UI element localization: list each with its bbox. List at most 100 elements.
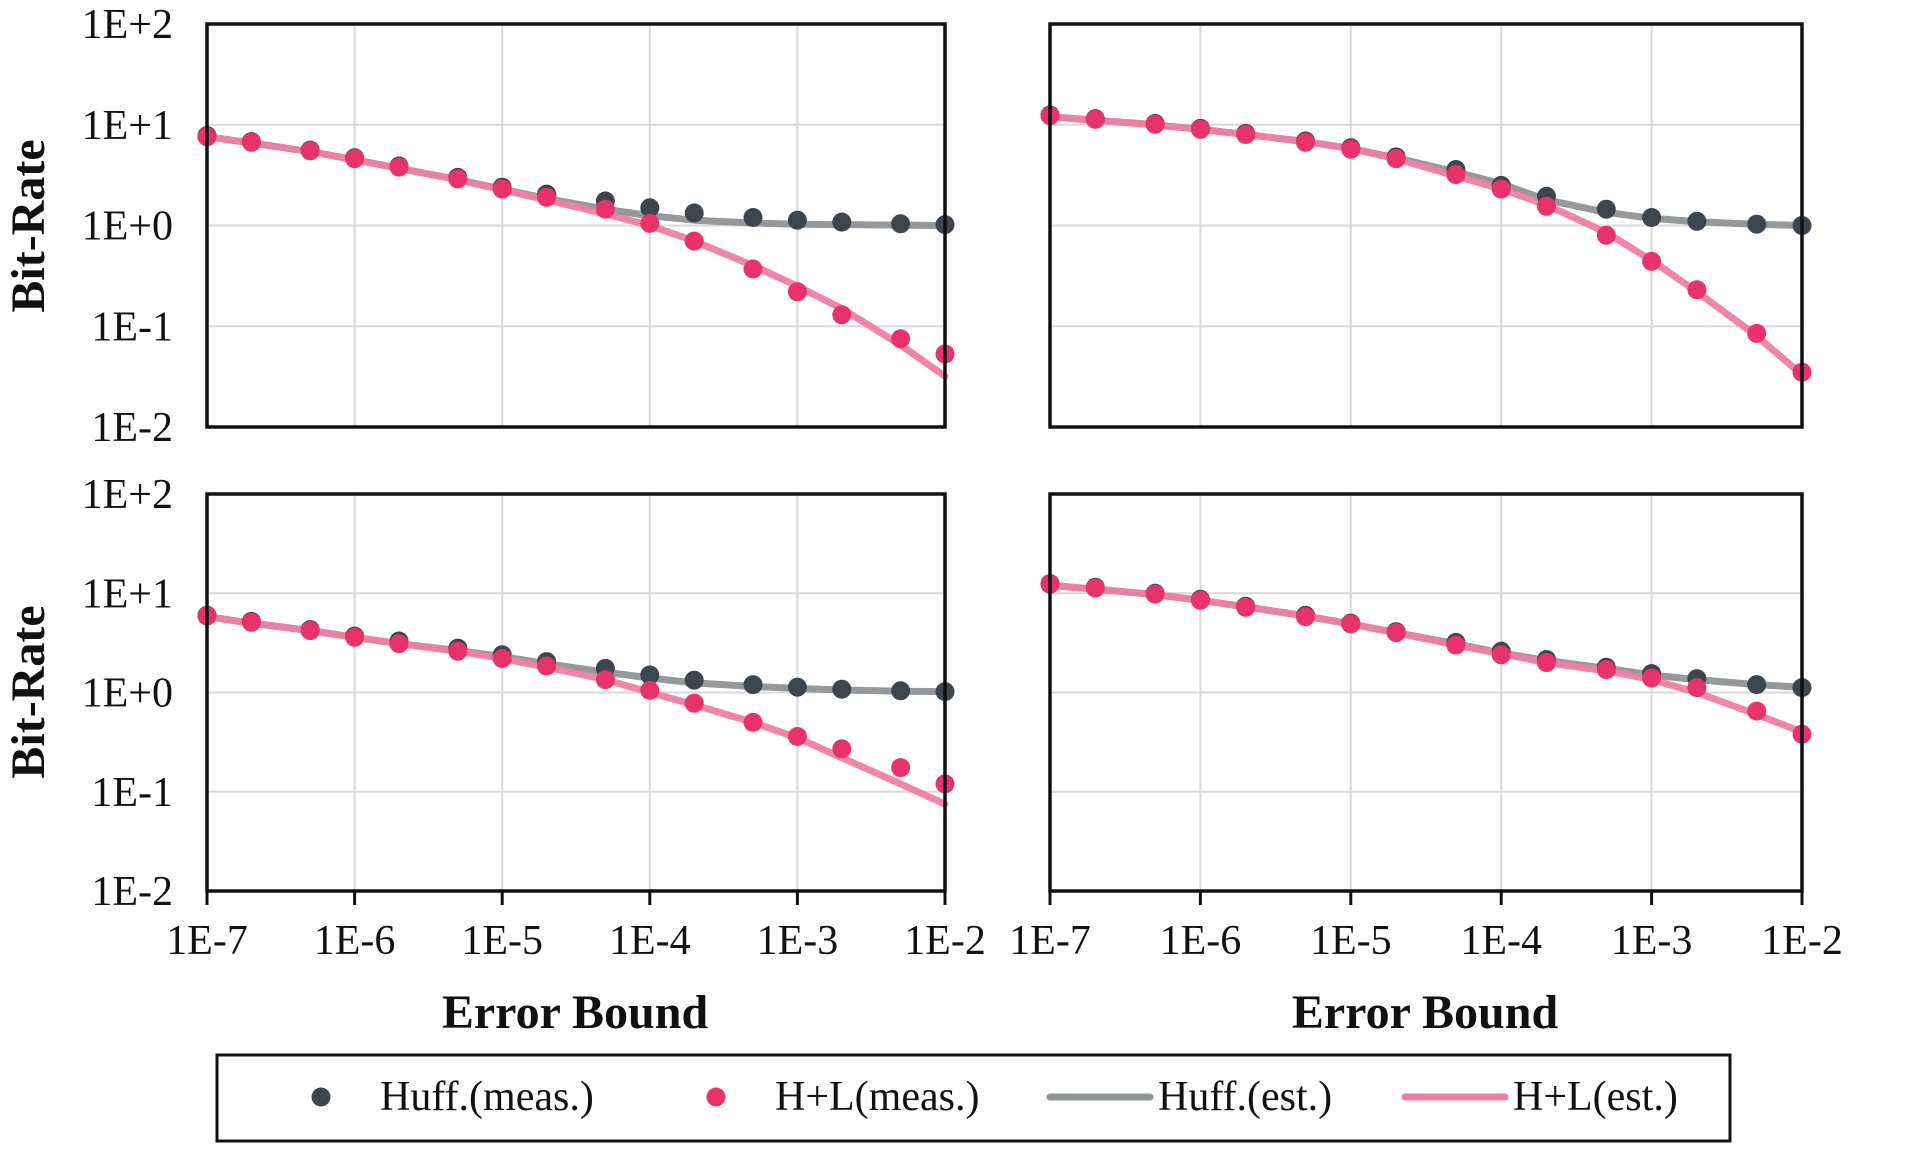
data-point-hl-meas — [537, 187, 557, 207]
data-point-hl-meas — [1386, 623, 1406, 643]
data-point-huff-meas — [787, 210, 807, 230]
y-tick-label: 1E+2 — [82, 2, 173, 48]
series-line-hl-est — [203, 613, 949, 808]
y-tick-label: 1E-1 — [91, 304, 173, 350]
data-point-hl-meas — [389, 634, 409, 654]
data-point-hl-meas — [1537, 196, 1556, 216]
data-point-hl-meas — [1687, 280, 1707, 300]
legend-hl-est-label: H+L(est.) — [1513, 1074, 1678, 1120]
x-tick-label: 1E-7 — [166, 918, 248, 964]
data-point-hl-meas — [640, 213, 660, 233]
y-tick-label: 1E+2 — [82, 472, 173, 518]
data-point-hl-meas — [1596, 660, 1616, 680]
data-point-hl-meas — [1085, 109, 1105, 129]
data-point-hl-meas — [1341, 614, 1361, 634]
data-point-huff-meas — [832, 212, 852, 232]
data-point-hl-meas — [492, 649, 512, 668]
data-point-hl-meas — [891, 758, 911, 778]
data-point-hl-meas — [1190, 590, 1210, 610]
data-point-hl-meas — [1446, 635, 1466, 655]
data-point-hl-meas — [1446, 165, 1466, 185]
data-point-hl-meas — [1341, 139, 1361, 159]
data-point-huff-meas — [1687, 211, 1707, 231]
data-point-hl-meas — [1296, 132, 1315, 152]
x-tick-label: 1E-4 — [1460, 918, 1542, 964]
plot-frame — [205, 22, 947, 429]
y-tick-label: 1E+1 — [82, 103, 173, 149]
plot-frame — [1048, 22, 1804, 429]
plot-frame — [205, 492, 947, 893]
data-point-hl-meas — [537, 656, 557, 676]
y-tick-label: 1E-2 — [91, 405, 173, 451]
x-tick-label: 1E-3 — [757, 918, 839, 964]
x-tick-label: 1E-5 — [1310, 918, 1392, 964]
data-point-hl-meas — [1190, 119, 1210, 139]
data-point-hl-meas — [1085, 578, 1105, 598]
legend: Huff.(meas.) H+L(meas.) Huff.(est.) H+L(… — [215, 1053, 1732, 1143]
data-point-hl-meas — [684, 231, 704, 251]
data-point-hl-meas — [1386, 149, 1406, 169]
data-point-huff-meas — [1596, 199, 1616, 219]
data-point-hl-meas — [1236, 125, 1256, 144]
data-point-huff-meas — [743, 675, 763, 695]
x-tick-label: 1E-6 — [314, 918, 396, 964]
x-axis-title-right: Error Bound — [1292, 986, 1559, 1039]
data-point-huff-meas — [787, 677, 807, 697]
data-point-hl-meas — [345, 627, 365, 647]
data-point-huff-meas — [891, 681, 911, 701]
data-point-hl-meas — [300, 621, 320, 641]
data-point-hl-meas — [787, 282, 807, 302]
x-tick-label: 1E-3 — [1611, 918, 1693, 964]
y-axis-title-top: Bit-Rate — [2, 139, 55, 312]
data-point-hl-meas — [389, 157, 409, 177]
data-point-huff-meas — [684, 670, 704, 690]
data-point-huff-meas — [684, 203, 704, 223]
series-line-hl-est — [1046, 113, 1806, 379]
data-point-hl-meas — [1596, 225, 1616, 245]
data-point-hl-meas — [595, 670, 615, 690]
data-point-hl-meas — [1537, 653, 1556, 673]
data-point-hl-meas — [492, 179, 512, 199]
data-point-hl-meas — [1145, 114, 1165, 134]
data-point-huff-meas — [743, 208, 763, 227]
legend-huff-meas-label: Huff.(meas.) — [380, 1074, 594, 1120]
data-point-hl-meas — [1747, 323, 1767, 343]
data-point-hl-meas — [1687, 678, 1707, 698]
data-point-hl-meas — [743, 259, 763, 279]
data-point-hl-meas — [1491, 645, 1511, 665]
plot-frame — [1048, 492, 1804, 893]
y-tick-label: 1E+0 — [82, 204, 173, 250]
data-point-hl-meas — [1491, 179, 1511, 199]
data-point-huff-meas — [891, 214, 911, 234]
data-point-hl-meas — [1236, 597, 1256, 617]
data-point-hl-meas — [241, 132, 261, 152]
y-tick-label: 1E-1 — [91, 770, 173, 816]
data-point-huff-meas — [640, 198, 660, 218]
series-line-hl-est — [1046, 581, 1806, 736]
x-tick-label: 1E-6 — [1160, 918, 1242, 964]
data-point-hl-meas — [743, 712, 763, 732]
panel-bottom-right: 1E-7 1E-6 1E-5 1E-4 1E-3 1E-2 — [1009, 492, 1843, 964]
data-point-hl-meas — [1747, 701, 1767, 721]
y-axis-title-bottom: Bit-Rate — [2, 605, 55, 778]
data-point-huff-meas — [1642, 208, 1662, 227]
y-tick-label: 1E-2 — [91, 869, 173, 915]
panel-top-right — [1040, 22, 1812, 429]
y-tick-label: 1E+0 — [82, 671, 173, 717]
data-point-hl-meas — [832, 305, 852, 325]
data-point-hl-meas — [1145, 584, 1165, 604]
data-point-hl-meas — [832, 739, 852, 759]
data-point-hl-meas — [448, 169, 468, 189]
data-point-hl-meas — [787, 727, 807, 746]
data-point-huff-meas — [832, 679, 852, 699]
panels: 1E+2 1E+1 1E+0 1E-1 1E-2 1E+2 1E+1 1E+0 1E-1 1E-2… — [82, 2, 1843, 964]
data-point-hl-meas — [345, 149, 365, 169]
x-tick-label: 1E-7 — [1009, 918, 1091, 964]
data-point-huff-meas — [640, 665, 660, 685]
y-tick-label: 1E+1 — [82, 571, 173, 617]
data-point-hl-meas — [1642, 668, 1662, 688]
data-point-hl-meas — [891, 329, 911, 349]
data-point-huff-meas — [1747, 675, 1767, 695]
x-tick-label: 1E-4 — [609, 918, 691, 964]
data-point-hl-meas — [640, 680, 660, 700]
